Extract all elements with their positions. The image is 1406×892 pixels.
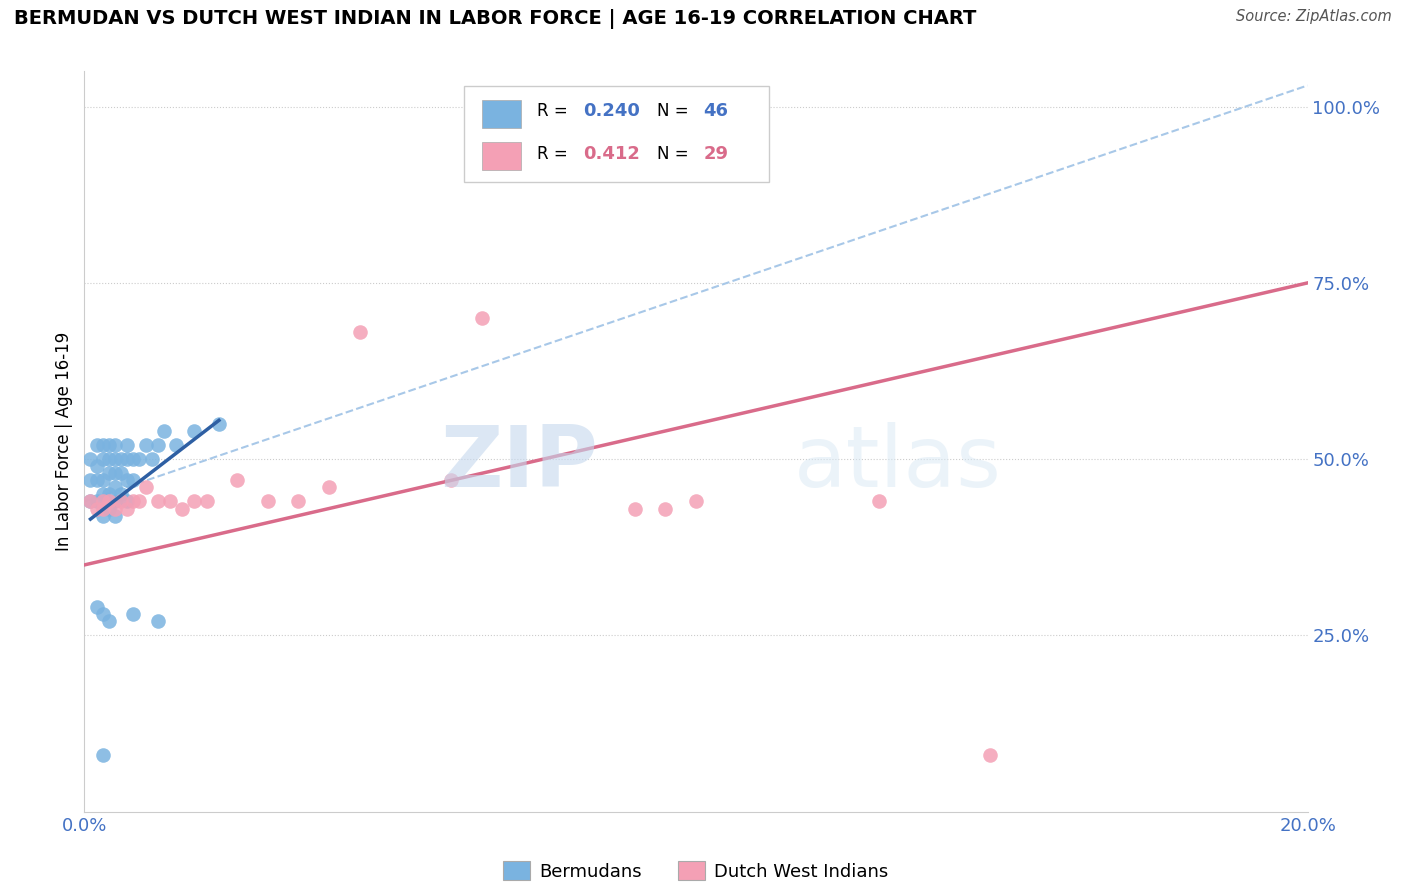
Text: atlas: atlas (794, 422, 1002, 505)
Point (91, 607, 114, 622)
Point (562, 135, 585, 149)
Point (104, 501, 127, 516)
Point (86, 459, 108, 474)
Point (110, 467, 132, 481)
FancyBboxPatch shape (464, 87, 769, 183)
Point (115, 438, 138, 452)
Point (128, 494, 150, 508)
Point (115, 501, 138, 516)
Point (654, 501, 676, 516)
Point (97, 452, 120, 467)
Point (104, 508, 127, 523)
Point (869, 494, 891, 508)
Point (122, 452, 145, 467)
Point (440, 473, 463, 487)
FancyBboxPatch shape (482, 142, 522, 169)
Text: R =: R = (537, 145, 574, 163)
Point (122, 473, 145, 487)
Text: R =: R = (537, 103, 574, 120)
Point (624, 501, 647, 516)
Point (104, 438, 127, 452)
Point (122, 494, 145, 508)
Point (79, 473, 101, 487)
Point (97, 467, 120, 481)
Point (318, 480, 340, 494)
Point (79, 494, 101, 508)
Text: 0.240: 0.240 (583, 103, 640, 120)
Point (183, 424, 205, 438)
Point (91, 501, 114, 516)
Point (86, 501, 108, 516)
Point (183, 494, 205, 508)
Text: ZIP: ZIP (440, 422, 598, 505)
Point (97, 438, 120, 452)
Y-axis label: In Labor Force | Age 16-19: In Labor Force | Age 16-19 (55, 332, 73, 551)
Point (115, 494, 138, 508)
Point (146, 494, 169, 508)
FancyBboxPatch shape (482, 100, 522, 128)
Text: 46: 46 (703, 103, 728, 120)
Point (146, 615, 169, 629)
Point (208, 417, 231, 431)
Point (91, 473, 114, 487)
Point (979, 748, 1001, 763)
Text: BERMUDAN VS DUTCH WEST INDIAN IN LABOR FORCE | AGE 16-19 CORRELATION CHART: BERMUDAN VS DUTCH WEST INDIAN IN LABOR F… (14, 9, 976, 29)
Point (86, 473, 108, 487)
Point (91, 748, 114, 763)
Point (104, 494, 127, 508)
Legend: Bermudans, Dutch West Indians: Bermudans, Dutch West Indians (496, 854, 896, 888)
Point (257, 494, 280, 508)
Point (159, 494, 181, 508)
Point (226, 473, 249, 487)
Point (104, 480, 127, 494)
Text: N =: N = (657, 145, 693, 163)
Point (146, 438, 169, 452)
Point (110, 494, 132, 508)
Point (91, 508, 114, 523)
Point (86, 600, 108, 615)
Point (128, 452, 150, 467)
Text: 0.412: 0.412 (583, 145, 640, 163)
Point (86, 494, 108, 508)
Point (685, 494, 707, 508)
Point (349, 325, 371, 339)
Point (79, 452, 101, 467)
Point (79, 494, 101, 508)
Point (91, 494, 114, 508)
Point (91, 438, 114, 452)
Point (165, 438, 187, 452)
Point (135, 438, 157, 452)
Point (104, 467, 127, 481)
Point (91, 452, 114, 467)
Point (172, 501, 194, 516)
Point (115, 452, 138, 467)
Point (110, 487, 132, 501)
Point (195, 494, 218, 508)
Point (97, 494, 120, 508)
Point (135, 480, 157, 494)
Point (115, 473, 138, 487)
Point (97, 615, 120, 629)
Point (287, 494, 309, 508)
Point (110, 452, 132, 467)
Point (86, 438, 108, 452)
Point (122, 607, 145, 622)
Point (153, 424, 176, 438)
Point (91, 487, 114, 501)
Point (97, 487, 120, 501)
Text: 29: 29 (703, 145, 728, 163)
Point (104, 452, 127, 467)
Text: N =: N = (657, 103, 693, 120)
Point (141, 452, 163, 467)
Point (471, 311, 494, 326)
Point (97, 501, 120, 516)
Text: Source: ZipAtlas.com: Source: ZipAtlas.com (1236, 9, 1392, 24)
